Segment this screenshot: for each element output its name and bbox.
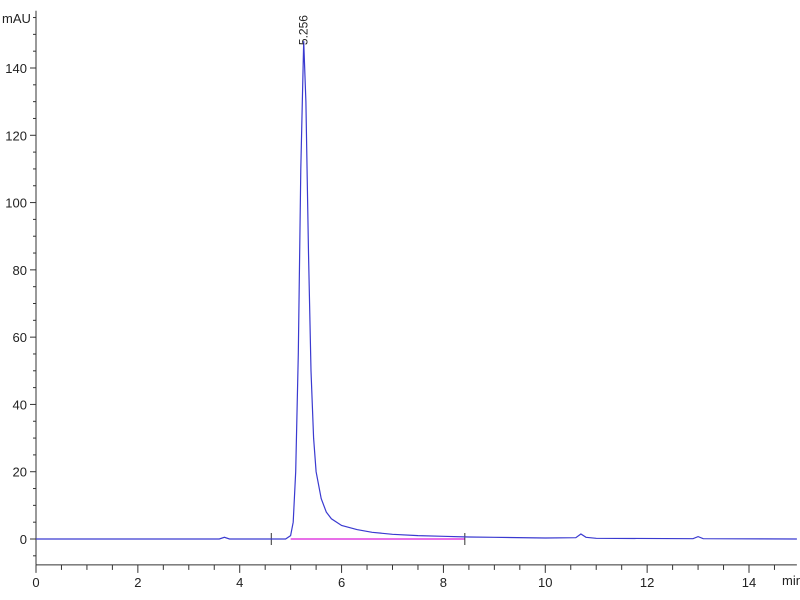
- x-axis-label: min: [782, 573, 800, 588]
- signal-trace: [36, 41, 797, 540]
- x-tick-label: 0: [32, 575, 39, 590]
- x-tick-label: 6: [338, 575, 345, 590]
- marks: 5.256: [36, 15, 797, 545]
- x-tick-label: 12: [640, 575, 654, 590]
- ticks: 0 20 40 60 80 100 120 140 0 2 4 6 8 10 12 14: [5, 17, 775, 590]
- y-tick-label: 40: [13, 397, 27, 412]
- x-tick-label: 8: [440, 575, 447, 590]
- y-tick-label: 80: [13, 263, 27, 278]
- x-tick-label: 14: [742, 575, 756, 590]
- y-tick-label: 60: [13, 330, 27, 345]
- y-tick-label: 20: [13, 465, 27, 480]
- y-tick-label: 120: [5, 128, 27, 143]
- peak-label: 5.256: [297, 15, 311, 45]
- x-tick-label: 2: [134, 575, 141, 590]
- x-tick-label: 10: [538, 575, 552, 590]
- y-tick-label: 100: [5, 196, 27, 211]
- y-tick-label: 140: [5, 61, 27, 76]
- x-tick-label: 4: [236, 575, 243, 590]
- y-tick-label: 0: [20, 532, 27, 547]
- y-axis-label: mAU: [2, 11, 31, 26]
- axes: [35, 10, 797, 566]
